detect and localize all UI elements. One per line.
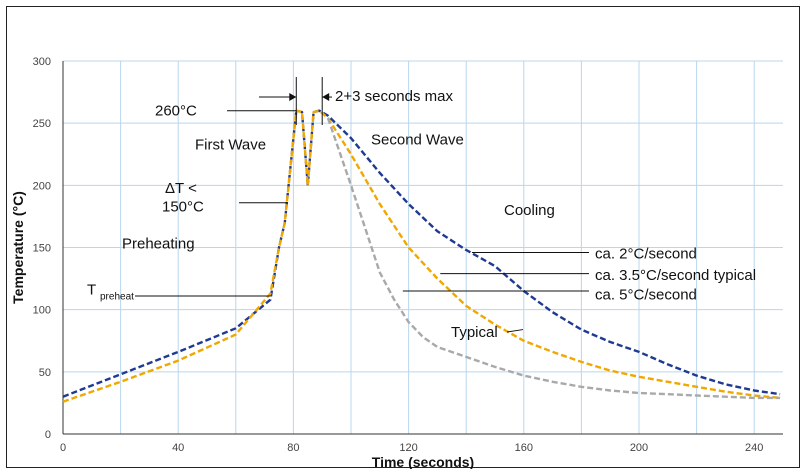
x-tick-label: 0 <box>60 442 66 454</box>
y-tick-label: 150 <box>33 243 51 255</box>
tpreheat-sub-label: preheat <box>100 292 134 303</box>
typical-leader <box>506 329 524 333</box>
preheating-label: Preheating <box>122 236 195 253</box>
x-tick-label: 120 <box>399 442 417 454</box>
soldering-profile-chart: 0 40 80 120 160 200 240 0 50 100 150 200 250 300 Time … <box>10 56 783 469</box>
series-line-1 <box>62 109 781 398</box>
x-tick-label: 40 <box>172 442 184 454</box>
peak-temp-label: 260°C <box>155 103 197 120</box>
y-tick-label: 200 <box>33 180 51 192</box>
y-tick-label: 250 <box>33 118 51 130</box>
cooling-label: Cooling <box>504 202 555 219</box>
delta-t-label: ΔT < <box>165 180 197 197</box>
max-time-label: 2+3 seconds max <box>335 88 453 105</box>
x-tick-label: 160 <box>515 442 533 454</box>
x-tick-label: 240 <box>745 442 763 454</box>
tpreheat-label: T <box>87 282 96 299</box>
first-wave-label: First Wave <box>195 136 266 153</box>
delta-t-value-label: 150°C <box>162 198 204 215</box>
y-tick-label: 0 <box>45 429 51 441</box>
y-tick-label: 300 <box>33 56 51 68</box>
rate-2-label: ca. 2°C/second <box>595 246 697 263</box>
series-line-3 <box>326 117 781 400</box>
x-tick-label: 200 <box>630 442 648 454</box>
second-wave-label: Second Wave <box>371 131 464 148</box>
typical-label: Typical <box>451 324 498 341</box>
rate-3-5-label: ca. 3.5°C/second typical <box>595 267 756 284</box>
y-tick-label: 50 <box>39 367 51 379</box>
series-line-2 <box>62 109 781 403</box>
y-axis-title: Temperature (°C) <box>10 191 26 304</box>
rate-5-label: ca. 5°C/second <box>595 287 697 304</box>
x-axis-title: Time (seconds) <box>372 454 474 469</box>
y-tick-label: 100 <box>33 305 51 317</box>
chart-frame: 0 40 80 120 160 200 240 0 50 100 150 200 250 300 Time … <box>6 6 800 469</box>
x-tick-label: 80 <box>287 442 299 454</box>
